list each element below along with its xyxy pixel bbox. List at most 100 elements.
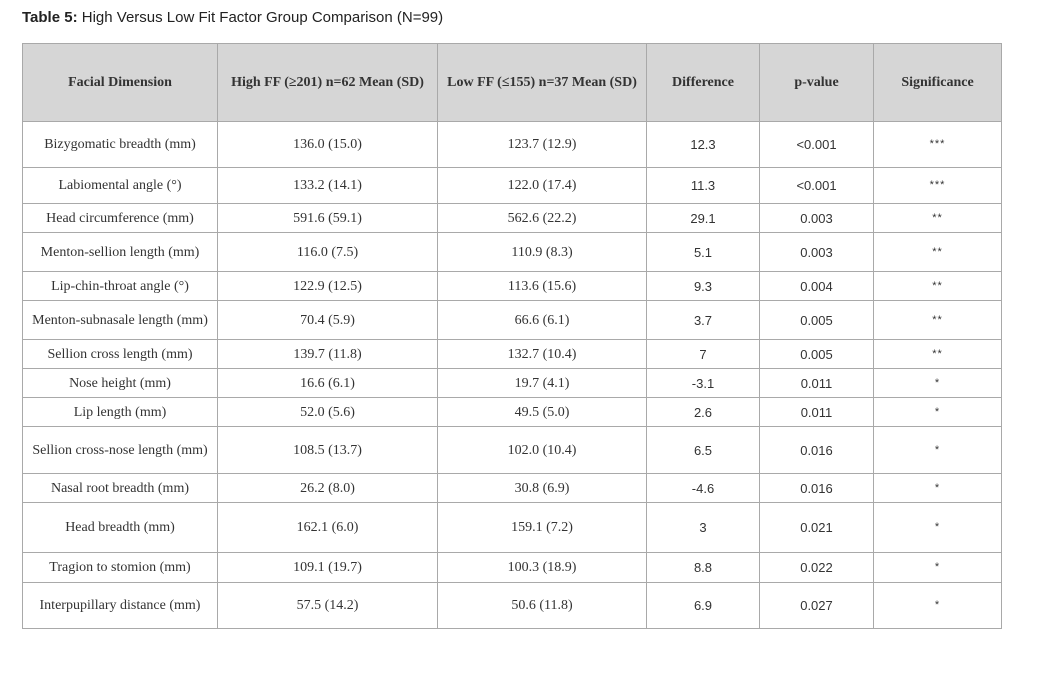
cell-dimension: Head circumference (mm) — [22, 203, 218, 233]
table-row: Lip length (mm) 52.0 (5.6) 49.5 (5.0) 2.6 0.… — [22, 397, 1002, 427]
table-row: Nasal root breadth (mm) 26.2 (8.0) 30.8 (6… — [22, 473, 1002, 503]
cell-difference: 3.7 — [646, 300, 760, 340]
cell-dimension: Nose height (mm) — [22, 368, 218, 398]
table-row: Nose height (mm) 16.6 (6.1) 19.7 (4.1) -3.1… — [22, 368, 1002, 398]
cell-low-ff: 100.3 (18.9) — [437, 552, 647, 583]
cell-dimension: Lip-chin-throat angle (°) — [22, 271, 218, 301]
table-body: Bizygomatic breadth (mm) 136.0 (15.0) 123.… — [22, 121, 1002, 629]
cell-p-value: 0.005 — [759, 300, 874, 340]
cell-difference: 29.1 — [646, 203, 760, 233]
cell-high-ff: 122.9 (12.5) — [217, 271, 438, 301]
cell-significance: * — [873, 397, 1002, 427]
table-row: Head circumference (mm) 591.6 (59.1) 562.6… — [22, 203, 1002, 233]
table-row: Bizygomatic breadth (mm) 136.0 (15.0) 123.… — [22, 121, 1002, 168]
table-row: Sellion cross length (mm) 139.7 (11.8) 132… — [22, 339, 1002, 369]
cell-p-value: 0.011 — [759, 397, 874, 427]
cell-p-value: 0.003 — [759, 203, 874, 233]
cell-p-value: <0.001 — [759, 121, 874, 168]
cell-high-ff: 70.4 (5.9) — [217, 300, 438, 340]
cell-difference: 6.5 — [646, 426, 760, 474]
cell-significance: ** — [873, 203, 1002, 233]
cell-high-ff: 108.5 (13.7) — [217, 426, 438, 474]
cell-p-value: <0.001 — [759, 167, 874, 204]
table-row: Sellion cross-nose length (mm) 108.5 (13.… — [22, 426, 1002, 474]
comparison-table: Facial Dimension High FF (≥201) n=62 Mea… — [22, 43, 1002, 629]
cell-difference: 11.3 — [646, 167, 760, 204]
cell-low-ff: 123.7 (12.9) — [437, 121, 647, 168]
cell-high-ff: 57.5 (14.2) — [217, 582, 438, 629]
cell-dimension: Head breadth (mm) — [22, 502, 218, 553]
cell-high-ff: 591.6 (59.1) — [217, 203, 438, 233]
cell-difference: -3.1 — [646, 368, 760, 398]
cell-low-ff: 113.6 (15.6) — [437, 271, 647, 301]
table-row: Lip-chin-throat angle (°) 122.9 (12.5) 113… — [22, 271, 1002, 301]
table-row: Tragion to stomion (mm) 109.1 (19.7) 100.3… — [22, 552, 1002, 583]
cell-significance: ** — [873, 232, 1002, 272]
cell-low-ff: 66.6 (6.1) — [437, 300, 647, 340]
cell-p-value: 0.022 — [759, 552, 874, 583]
cell-p-value: 0.016 — [759, 426, 874, 474]
cell-dimension: Sellion cross length (mm) — [22, 339, 218, 369]
cell-p-value: 0.021 — [759, 502, 874, 553]
cell-significance: ** — [873, 339, 1002, 369]
column-header-significance: Significance — [873, 43, 1002, 122]
cell-significance: ** — [873, 271, 1002, 301]
table-caption-text: High Versus Low Fit Factor Group Compari… — [77, 9, 444, 26]
cell-difference: 7 — [646, 339, 760, 369]
cell-dimension: Sellion cross-nose length (mm) — [22, 426, 218, 474]
table-row: Menton-sellion length (mm) 116.0 (7.5) 110… — [22, 232, 1002, 272]
cell-high-ff: 26.2 (8.0) — [217, 473, 438, 503]
cell-low-ff: 159.1 (7.2) — [437, 502, 647, 553]
table-row: Labiomental angle (°) 133.2 (14.1) 122.0 (… — [22, 167, 1002, 204]
cell-dimension: Bizygomatic breadth (mm) — [22, 121, 218, 168]
cell-difference: 6.9 — [646, 582, 760, 629]
cell-difference: 5.1 — [646, 232, 760, 272]
cell-significance: * — [873, 473, 1002, 503]
cell-difference: 2.6 — [646, 397, 760, 427]
cell-dimension: Interpupillary distance (mm) — [22, 582, 218, 629]
column-header-difference: Difference — [646, 43, 760, 122]
cell-dimension: Tragion to stomion (mm) — [22, 552, 218, 583]
cell-difference: 8.8 — [646, 552, 760, 583]
table-row: Menton-subnasale length (mm) 70.4 (5.9) 66… — [22, 300, 1002, 340]
cell-p-value: 0.027 — [759, 582, 874, 629]
cell-difference: 12.3 — [646, 121, 760, 168]
cell-significance: * — [873, 426, 1002, 474]
table-caption: Table 5: High Versus Low Fit Factor Grou… — [22, 9, 443, 26]
cell-significance: ** — [873, 300, 1002, 340]
cell-dimension: Labiomental angle (°) — [22, 167, 218, 204]
table-header-row: Facial Dimension High FF (≥201) n=62 Mea… — [22, 43, 1002, 122]
table-row: Interpupillary distance (mm) 57.5 (14.2) 5… — [22, 582, 1002, 629]
cell-low-ff: 122.0 (17.4) — [437, 167, 647, 204]
cell-difference: -4.6 — [646, 473, 760, 503]
cell-difference: 3 — [646, 502, 760, 553]
cell-p-value: 0.004 — [759, 271, 874, 301]
cell-significance: * — [873, 582, 1002, 629]
cell-p-value: 0.005 — [759, 339, 874, 369]
cell-significance: * — [873, 502, 1002, 553]
cell-low-ff: 50.6 (11.8) — [437, 582, 647, 629]
column-header-p-value: p-value — [759, 43, 874, 122]
cell-high-ff: 109.1 (19.7) — [217, 552, 438, 583]
cell-low-ff: 19.7 (4.1) — [437, 368, 647, 398]
cell-high-ff: 52.0 (5.6) — [217, 397, 438, 427]
cell-high-ff: 116.0 (7.5) — [217, 232, 438, 272]
cell-significance: *** — [873, 167, 1002, 204]
cell-high-ff: 162.1 (6.0) — [217, 502, 438, 553]
column-header-facial-dimension: Facial Dimension — [22, 43, 218, 122]
cell-dimension: Lip length (mm) — [22, 397, 218, 427]
cell-difference: 9.3 — [646, 271, 760, 301]
cell-dimension: Nasal root breadth (mm) — [22, 473, 218, 503]
cell-high-ff: 16.6 (6.1) — [217, 368, 438, 398]
table-caption-label: Table 5: — [22, 9, 78, 26]
cell-low-ff: 30.8 (6.9) — [437, 473, 647, 503]
cell-high-ff: 133.2 (14.1) — [217, 167, 438, 204]
cell-dimension: Menton-sellion length (mm) — [22, 232, 218, 272]
cell-low-ff: 110.9 (8.3) — [437, 232, 647, 272]
cell-p-value: 0.011 — [759, 368, 874, 398]
cell-low-ff: 102.0 (10.4) — [437, 426, 647, 474]
cell-p-value: 0.016 — [759, 473, 874, 503]
cell-high-ff: 139.7 (11.8) — [217, 339, 438, 369]
cell-low-ff: 49.5 (5.0) — [437, 397, 647, 427]
table-row: Head breadth (mm) 162.1 (6.0) 159.1 (7.2) 3… — [22, 502, 1002, 553]
